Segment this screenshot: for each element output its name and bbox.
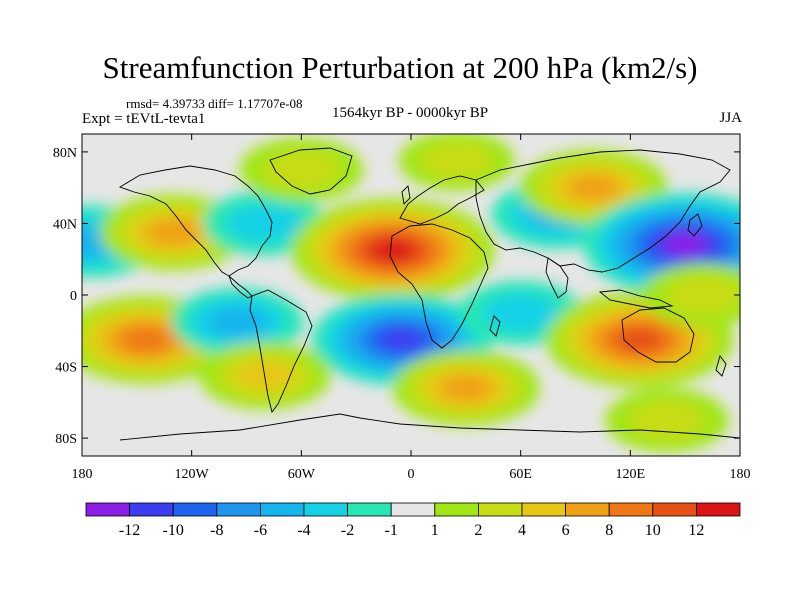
colorbar-swatch-14 <box>696 502 741 517</box>
anomaly-center-17 <box>641 263 740 327</box>
colorbar-label-4: -4 <box>297 522 310 539</box>
colorbar-swatch-1 <box>129 502 174 517</box>
x-tick-label-0: 180 <box>72 467 93 482</box>
colorbar-label-9: 4 <box>518 522 526 539</box>
x-tick-label-4: 60E <box>509 467 532 482</box>
colorbar-label-8: 2 <box>474 522 482 539</box>
anomaly-center-3 <box>239 137 364 202</box>
colorbar-label-5: -2 <box>341 522 354 539</box>
colorbar-label-6: -1 <box>385 522 398 539</box>
period-label: 1564kyr BP - 0000kyr BP <box>331 105 489 121</box>
colorbar-swatch-9 <box>477 502 523 517</box>
plot-title: Streamfunction Perturbation at 200 hPa (… <box>102 50 698 85</box>
colorbar-label-10: 6 <box>562 522 570 539</box>
colorbar-label-0: -12 <box>119 522 140 539</box>
colorbar-swatch-5 <box>303 502 348 517</box>
anomaly-center-5 <box>398 134 515 191</box>
anomaly-center-2 <box>202 191 327 256</box>
y-tick-label-4: 80S <box>55 432 77 447</box>
coastlines <box>118 147 740 441</box>
colorbar-swatch-0 <box>85 502 130 517</box>
colorbar-swatch-6 <box>347 502 392 517</box>
y-tick-label-0: 80N <box>53 146 77 161</box>
anomaly-center-10 <box>171 287 304 356</box>
colorbar-swatch-10 <box>521 502 566 517</box>
season-label: JJA <box>719 110 742 126</box>
colorbar: -12 -10 -8 -6 -4 -2 -1 1 2 4 6 8 10 12 <box>85 502 741 539</box>
anomaly-center-15 <box>391 350 540 427</box>
x-tick-label-2: 60W <box>288 467 316 482</box>
colorbar-swatch-13 <box>652 502 697 517</box>
colorbar-swatch-2 <box>172 502 218 517</box>
colorbar-label-3: -6 <box>254 522 267 539</box>
anomaly-center-16 <box>604 388 729 453</box>
colorbar-swatch-11 <box>565 502 610 517</box>
y-tick-label-3: 40S <box>55 361 77 376</box>
y-tick-label-1: 40N <box>53 217 77 232</box>
colorbar-label-12: 10 <box>645 522 661 539</box>
anomaly-center-4 <box>290 198 495 303</box>
colorbar-label-13: 12 <box>688 522 704 539</box>
anomaly-center-1 <box>99 194 248 271</box>
contour-field <box>82 134 740 456</box>
x-tick-label-1: 120W <box>175 467 210 482</box>
axis-ticks: 180 120W 60W 0 60E 120E 180 80N 40N 0 40S 80S <box>53 134 751 482</box>
y-tick-label-2: 0 <box>70 289 77 304</box>
colorbar-label-1: -10 <box>163 522 184 539</box>
statistics-label: rmsd= 4.39733 diff= 1.17707e-08 <box>126 96 303 111</box>
colorbar-label-7: 1 <box>431 522 439 539</box>
colorbar-swatch-12 <box>608 502 654 517</box>
x-tick-label-5: 120E <box>616 467 646 482</box>
colorbar-swatch-3 <box>216 502 261 517</box>
x-tick-label-3: 0 <box>408 467 415 482</box>
experiment-label: Expt = tEVtL-tevta1 <box>82 111 206 127</box>
colorbar-swatch-8 <box>434 502 479 517</box>
colorbar-label-2: -8 <box>210 522 223 539</box>
colorbar-swatch-4 <box>259 502 305 517</box>
colorbar-label-11: 8 <box>605 522 613 539</box>
colorbar-swatch-7 <box>390 502 436 517</box>
x-tick-label-6: 180 <box>730 467 751 482</box>
